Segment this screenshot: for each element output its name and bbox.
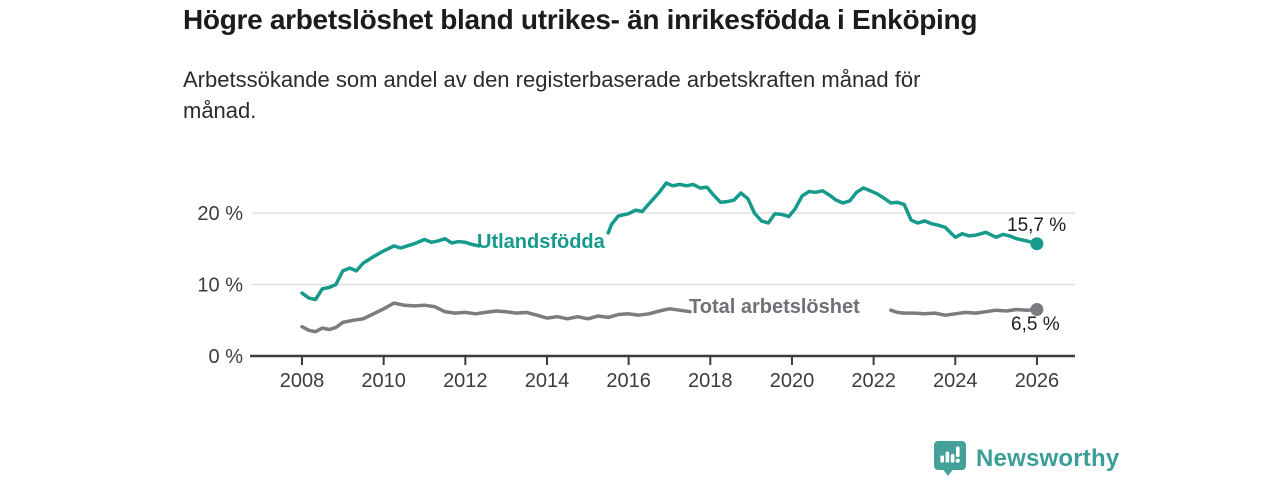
y-tick-label: 10 % (197, 275, 243, 297)
x-tick-label: 2010 (361, 370, 406, 392)
series-end-dot-2 (1030, 303, 1044, 316)
x-tick-label: 2008 (280, 370, 325, 392)
x-tick-label: 2018 (688, 370, 733, 392)
x-tick-label: 2016 (606, 370, 651, 392)
newsworthy-logo-icon (934, 441, 966, 476)
exclamation-bar (956, 446, 960, 457)
x-tick-label: 2022 (851, 370, 896, 392)
chart-title: Högre arbetslöshet bland utrikes- än inr… (183, 4, 978, 35)
chart-subtitle: Arbetssökande som andel av den registerb… (183, 67, 921, 123)
series-end-dot-1 (1030, 237, 1044, 251)
x-tick-label: 2020 (770, 370, 815, 392)
end-value-label-total: 6,5 % (1011, 314, 1060, 335)
series-line-2 (300, 301, 692, 334)
x-tick-label: 2024 (933, 370, 978, 392)
x-tick-label: 2014 (525, 370, 570, 392)
series-label-total-arbetsloshet: Total arbetslöshet (689, 296, 860, 318)
series-line-2 (889, 307, 1039, 317)
x-tick-label: 2026 (1015, 370, 1060, 392)
bar-1 (940, 455, 944, 463)
series-label-utlandsfodda: Utlandsfödda (477, 231, 605, 253)
end-value-label-utlandsfodda: 15,7 % (1007, 215, 1067, 236)
series-line-1 (606, 181, 1039, 246)
exclamation-dot (955, 458, 960, 463)
speech-bubble-shape (934, 441, 966, 476)
bar-3 (950, 454, 955, 463)
brand-name: Newsworthy (976, 444, 1120, 472)
series-line-1 (300, 236, 481, 302)
x-tick-label: 2012 (443, 370, 488, 392)
y-tick-label: 20 % (197, 203, 243, 225)
y-tick-label: 0 % (209, 346, 244, 368)
bar-2 (945, 451, 950, 463)
brand-footer: Newsworthy (933, 440, 1119, 477)
